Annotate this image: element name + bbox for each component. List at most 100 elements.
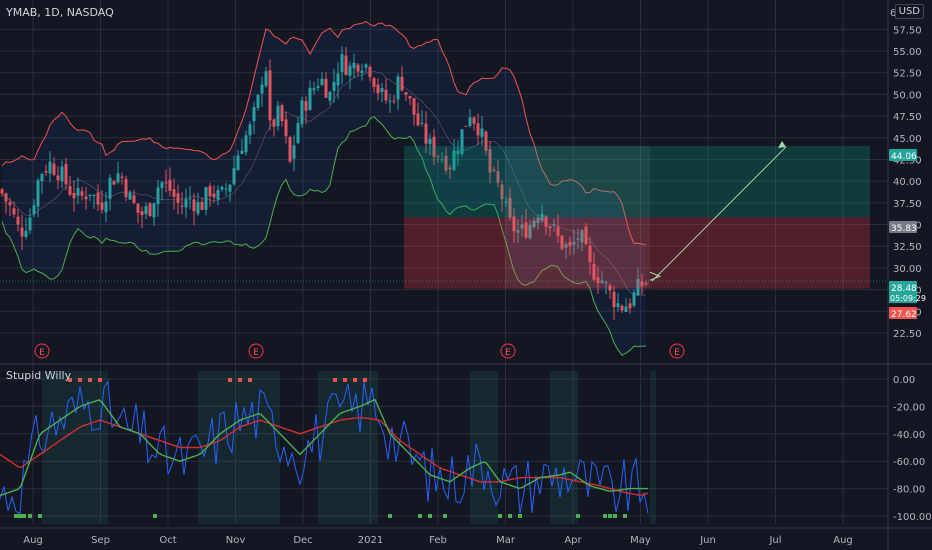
candle-body (52, 163, 56, 175)
price-axis-badge-value: 35.83 (891, 224, 917, 234)
overbought-dot (353, 378, 357, 382)
overbought-dot (98, 378, 102, 382)
candle-body (556, 226, 560, 236)
time-tick-label: Jul (768, 535, 781, 546)
overbought-dot (363, 378, 367, 382)
candle-body (348, 65, 352, 76)
candle-body (524, 222, 528, 238)
candle-body (104, 201, 108, 213)
candle-body (460, 129, 464, 155)
candle-body (624, 306, 628, 312)
candle-body (364, 64, 368, 68)
price-tick-label: 52.50 (893, 69, 922, 80)
candle-body (504, 201, 508, 203)
candle-body (380, 88, 384, 92)
candle-body (332, 81, 336, 91)
candle-body (184, 198, 188, 208)
candle-body (172, 189, 176, 197)
candle-body (20, 227, 24, 237)
candle-body (248, 124, 252, 136)
oversold-dot (508, 514, 512, 518)
candle-body (448, 167, 452, 170)
candle-body (32, 205, 36, 215)
candle-body (304, 101, 308, 111)
candle-body (200, 201, 204, 210)
candle-body (488, 149, 492, 173)
price-marker-arrow (649, 271, 662, 281)
candle-body (400, 76, 404, 91)
candle-body (312, 88, 316, 91)
candle-body (596, 277, 600, 283)
candle-body (144, 206, 148, 215)
candle-body (64, 164, 68, 185)
candle-body (432, 136, 436, 157)
candle-body (640, 281, 644, 286)
candle-body (392, 100, 396, 102)
overbought-dot (88, 378, 92, 382)
candle-body (424, 123, 428, 144)
earnings-marker-label: E (674, 348, 680, 358)
price-axis-badge-value: 28.48 (891, 284, 917, 294)
price-axis-badge (889, 221, 917, 233)
candle-body (456, 150, 460, 155)
time-tick-label: May (630, 535, 651, 546)
candle-body (120, 176, 124, 178)
candle-body (572, 242, 576, 245)
price-tick-label: 30.00 (893, 264, 922, 275)
indicator-tick-label: -80.00 (893, 485, 925, 496)
candle-body (84, 196, 88, 200)
time-tick-label: Jun (699, 535, 716, 546)
candle-body (228, 184, 232, 192)
earnings-marker (500, 343, 516, 359)
candle-body (232, 168, 236, 185)
candle-body (512, 216, 516, 232)
candle-body (548, 226, 552, 229)
candle-body (156, 187, 160, 205)
earnings-marker (248, 343, 264, 359)
currency-badge[interactable]: USD (894, 4, 924, 19)
oversold-dot (443, 514, 447, 518)
time-tick-label: Feb (429, 535, 447, 546)
candle-body (608, 285, 612, 291)
candle-body (436, 155, 440, 157)
candle-body (116, 173, 120, 183)
candle-body (620, 305, 624, 311)
candle-body (536, 217, 540, 223)
earnings-marker-label: E (253, 348, 259, 358)
candle-body (88, 194, 92, 197)
candle-body (168, 179, 172, 191)
candle-body (520, 224, 524, 229)
candle-body (80, 191, 84, 196)
candle-body (560, 235, 564, 249)
indicator-zone (42, 371, 108, 524)
candle-body (320, 78, 324, 85)
overbought-dot (68, 378, 72, 382)
candle-body (12, 208, 16, 215)
candle-body (268, 70, 272, 121)
candle-body (260, 84, 264, 94)
candle-body (632, 292, 636, 306)
candle-body (404, 92, 408, 95)
candle-body (28, 217, 32, 231)
candle-body (96, 192, 100, 205)
candle-body (532, 220, 536, 227)
candle-body (340, 54, 344, 72)
indicator-tick-label: -20.00 (893, 402, 925, 413)
indicator-tick-label: 0.00 (893, 375, 915, 386)
candle-body (612, 291, 616, 308)
candle-body (628, 303, 632, 309)
candle-body (68, 186, 72, 195)
candle-body (244, 135, 248, 153)
oversold-dot (22, 514, 26, 518)
indicator-zone (470, 371, 498, 524)
profit-zone (404, 145, 870, 218)
candle-body (476, 123, 480, 136)
candle-body (188, 198, 192, 200)
candle-body (252, 107, 256, 122)
candle-body (324, 78, 328, 98)
overbought-dot (343, 378, 347, 382)
candle-body (464, 125, 468, 127)
candle-body (8, 202, 12, 206)
candle-body (440, 159, 444, 161)
